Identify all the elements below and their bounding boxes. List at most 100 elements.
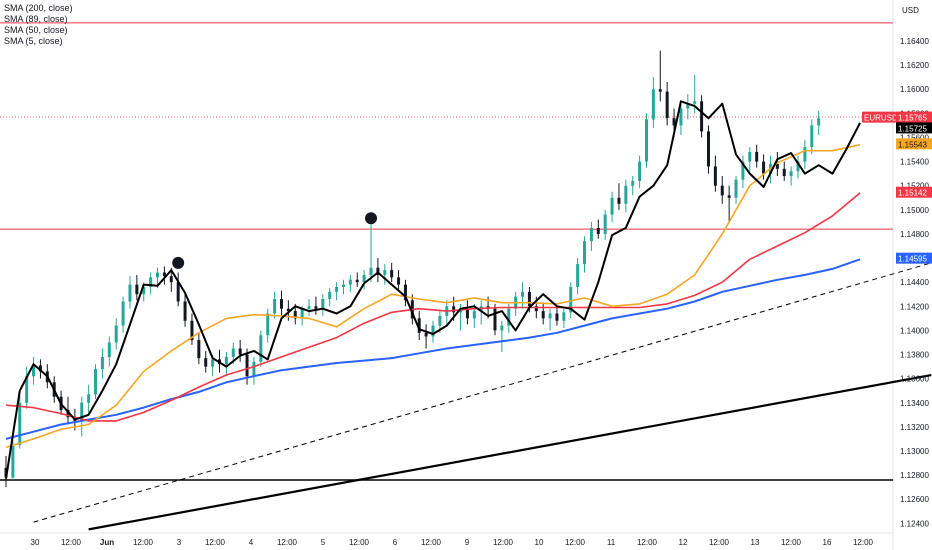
candle-body[interactable] <box>706 131 710 167</box>
candle-body[interactable] <box>162 272 166 277</box>
candle-body[interactable] <box>424 332 428 337</box>
candle-body[interactable] <box>238 348 242 355</box>
candle-body[interactable] <box>658 89 662 92</box>
candle-body[interactable] <box>775 164 779 169</box>
candle-body[interactable] <box>149 277 153 287</box>
candle-body[interactable] <box>748 151 752 162</box>
candle-body[interactable] <box>355 279 359 283</box>
sma5-line[interactable] <box>5 100 861 479</box>
swing-high-marker[interactable] <box>365 212 378 225</box>
candle-body[interactable] <box>293 311 297 319</box>
candle-body[interactable] <box>645 119 648 162</box>
candle-body[interactable] <box>638 161 642 181</box>
candle-body[interactable] <box>465 308 469 319</box>
swing-high-marker[interactable] <box>172 256 185 269</box>
candle-body[interactable] <box>18 402 22 445</box>
candle-body[interactable] <box>348 279 352 285</box>
candle-body[interactable] <box>541 311 545 319</box>
candle-body[interactable] <box>321 299 325 309</box>
candle-body[interactable] <box>493 308 497 331</box>
candle-body[interactable] <box>665 91 669 119</box>
candle-body[interactable] <box>727 195 731 198</box>
candle-body[interactable] <box>121 301 125 326</box>
candle-body[interactable] <box>555 313 559 321</box>
candle-body[interactable] <box>32 365 36 377</box>
candle-body[interactable] <box>156 272 160 278</box>
candle-body[interactable] <box>204 358 208 367</box>
candle-body[interactable] <box>700 101 704 132</box>
candle-body[interactable] <box>713 166 717 186</box>
sma200-line[interactable] <box>5 258 861 440</box>
candle-body[interactable] <box>197 340 201 359</box>
candle-body[interactable] <box>624 185 628 204</box>
candle-body[interactable] <box>431 325 435 337</box>
candle-body[interactable] <box>224 356 228 365</box>
candle-body[interactable] <box>548 313 552 319</box>
candle-body[interactable] <box>211 359 215 367</box>
trendline-solid[interactable] <box>88 373 932 531</box>
candle-body[interactable] <box>472 311 476 319</box>
candle-body[interactable] <box>755 151 759 162</box>
candle-body[interactable] <box>686 103 690 109</box>
candle-body[interactable] <box>734 179 738 198</box>
legend-sma5[interactable]: SMA (5, close) <box>4 36 63 46</box>
candle-body[interactable] <box>252 361 256 377</box>
candle-body[interactable] <box>314 306 318 309</box>
candle-body[interactable] <box>596 227 600 234</box>
candle-body[interactable] <box>38 365 42 372</box>
legend-sma89[interactable]: SMA (89, close) <box>4 14 68 24</box>
candle-body[interactable] <box>128 284 132 302</box>
candle-body[interactable] <box>231 348 235 357</box>
candle-body[interactable] <box>562 312 566 321</box>
sma89-line[interactable] <box>5 192 861 422</box>
candle-body[interactable] <box>452 306 456 313</box>
candle-body[interactable] <box>107 342 111 357</box>
candle-body[interactable] <box>651 89 655 120</box>
candle-body[interactable] <box>286 308 290 312</box>
candle-body[interactable] <box>569 287 573 313</box>
candle-body[interactable] <box>817 118 821 126</box>
candle-body[interactable] <box>803 147 807 162</box>
candle-body[interactable] <box>169 276 173 283</box>
candle-body[interactable] <box>507 308 511 326</box>
candle-body[interactable] <box>11 444 15 478</box>
candle-body[interactable] <box>390 270 394 278</box>
candle-body[interactable] <box>307 306 311 309</box>
candle-body[interactable] <box>335 287 339 292</box>
candle-body[interactable] <box>259 335 263 362</box>
candle-body[interactable] <box>397 277 401 285</box>
candle-body[interactable] <box>693 101 697 104</box>
candle-body[interactable] <box>142 287 146 295</box>
candle-body[interactable] <box>245 354 249 377</box>
candle-body[interactable] <box>383 270 387 275</box>
candle-body[interactable] <box>631 180 635 186</box>
candle-body[interactable] <box>279 299 283 309</box>
candle-body[interactable] <box>679 108 683 126</box>
candle-body[interactable] <box>328 291 332 300</box>
sma50-line[interactable] <box>5 143 861 449</box>
candle-body[interactable] <box>500 325 504 331</box>
candle-body[interactable] <box>376 267 380 275</box>
candle-body[interactable] <box>273 299 277 314</box>
candle-body[interactable] <box>190 320 194 341</box>
candle-body[interactable] <box>94 369 98 395</box>
candle-body[interactable] <box>300 308 304 319</box>
candle-body[interactable] <box>610 197 614 215</box>
candle-body[interactable] <box>100 356 104 369</box>
candle-body[interactable] <box>789 171 793 177</box>
candle-body[interactable] <box>796 161 800 172</box>
candle-body[interactable] <box>417 318 421 333</box>
candle-body[interactable] <box>534 306 538 312</box>
candle-body[interactable] <box>782 168 786 177</box>
candle-body[interactable] <box>87 394 91 403</box>
candle-body[interactable] <box>762 161 766 174</box>
candle-body[interactable] <box>810 125 814 148</box>
candle-body[interactable] <box>603 214 607 234</box>
candle-body[interactable] <box>741 161 745 180</box>
candle-body[interactable] <box>176 282 180 302</box>
candle-body[interactable] <box>438 315 442 326</box>
candle-body[interactable] <box>114 325 118 343</box>
candle-body[interactable] <box>617 197 621 204</box>
candle-body[interactable] <box>135 284 139 295</box>
